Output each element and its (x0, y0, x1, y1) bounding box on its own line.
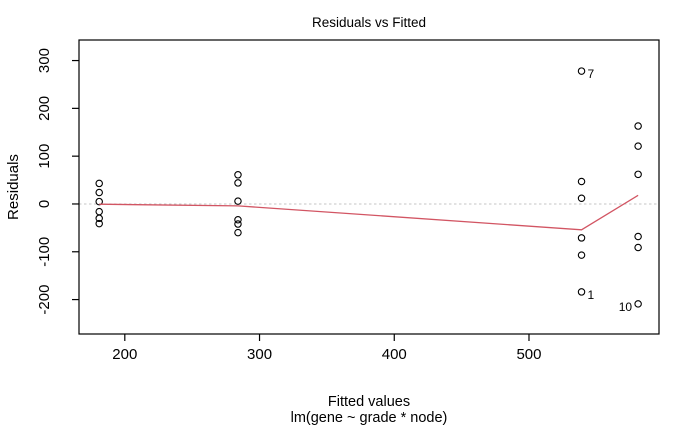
x-axis-ticks: 200 300 400 500 (112, 334, 542, 363)
data-point (634, 122, 642, 130)
y-tick-label: 0 (36, 200, 53, 208)
data-point (577, 67, 586, 75)
model-formula-subtitle: lm(gene ~ grade * node) (291, 410, 448, 426)
data-point (234, 220, 242, 228)
data-point (634, 243, 642, 252)
data-point (577, 177, 586, 186)
data-point (634, 170, 642, 179)
data-point (95, 207, 103, 216)
data-point (95, 188, 103, 197)
smoother-line (99, 194, 639, 231)
data-point (234, 179, 242, 187)
data-point (577, 194, 586, 202)
data-point (95, 179, 103, 188)
y-tick-label: 100 (36, 144, 53, 169)
data-point (577, 288, 586, 296)
x-tick-label: 500 (516, 346, 541, 363)
data-point (577, 234, 586, 242)
data-point (234, 228, 242, 237)
point-id-label: 10 (619, 300, 633, 314)
lowess-smoother (99, 194, 639, 231)
y-tick-label: 200 (36, 96, 53, 121)
scatter-points (95, 67, 642, 308)
x-tick-label: 400 (382, 346, 407, 363)
y-axis-ticks: 300 200 100 0 -100 -200 (36, 48, 79, 315)
plot-title: Residuals vs Fitted (312, 15, 426, 30)
y-tick-label: 300 (36, 48, 53, 73)
data-point (634, 142, 642, 150)
point-id-label: 1 (588, 288, 595, 302)
data-point (234, 197, 242, 205)
data-point (234, 215, 242, 224)
x-axis-label: Fitted values (328, 394, 410, 410)
y-tick-label: -200 (36, 285, 53, 315)
y-tick-label: -100 (36, 237, 53, 267)
data-point (634, 300, 642, 308)
y-axis-label: Residuals (5, 154, 22, 220)
x-tick-label: 300 (247, 346, 272, 363)
point-id-label: 7 (588, 67, 595, 81)
outlier-point-labels: 7 1 10 (588, 67, 633, 314)
data-point (95, 219, 103, 228)
x-tick-label: 200 (112, 346, 137, 363)
data-point (234, 171, 242, 179)
data-point (95, 214, 103, 223)
data-point (577, 251, 586, 259)
plot-border-box (78, 39, 660, 335)
data-point (634, 232, 642, 241)
